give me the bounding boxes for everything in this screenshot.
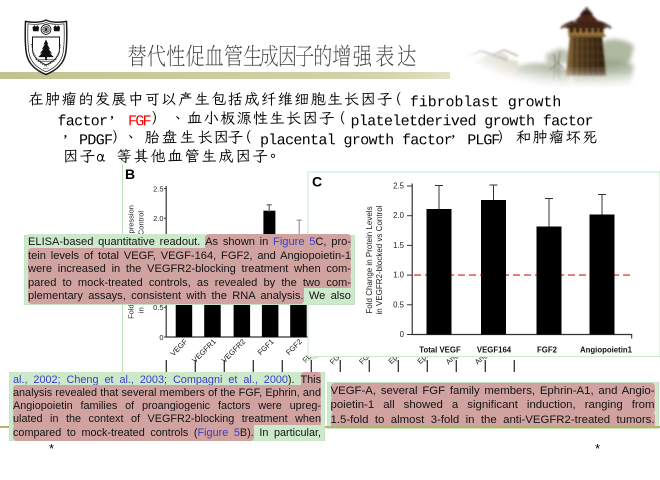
- svg-text:0.5: 0.5: [153, 303, 163, 312]
- svg-text:2.5: 2.5: [153, 184, 163, 193]
- svg-text:Total VEGF: Total VEGF: [419, 346, 461, 355]
- svg-text:1.5: 1.5: [393, 241, 405, 250]
- svg-text:Angiopoietin1: Angiopoietin1: [580, 346, 633, 355]
- svg-text:0: 0: [159, 333, 163, 342]
- svg-text:2.0: 2.0: [393, 211, 405, 220]
- svg-text:0.5: 0.5: [393, 300, 405, 309]
- svg-text:Fold Change in Protein Levels: Fold Change in Protein Levels: [365, 206, 374, 313]
- svg-text:B: B: [125, 166, 135, 182]
- svg-text:2.0: 2.0: [153, 214, 163, 223]
- svg-text:1.0: 1.0: [393, 271, 405, 280]
- svg-text:0: 0: [400, 330, 405, 339]
- svg-text:C: C: [312, 174, 322, 190]
- svg-text:FGF2: FGF2: [537, 346, 558, 355]
- svg-text:in VEGFR2-blocked vs Control: in VEGFR2-blocked vs Control: [375, 205, 384, 314]
- svg-text:2.5: 2.5: [393, 182, 405, 191]
- svg-text:VEGF164: VEGF164: [477, 346, 512, 355]
